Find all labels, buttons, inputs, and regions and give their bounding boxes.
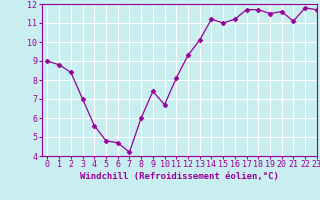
X-axis label: Windchill (Refroidissement éolien,°C): Windchill (Refroidissement éolien,°C): [80, 172, 279, 181]
